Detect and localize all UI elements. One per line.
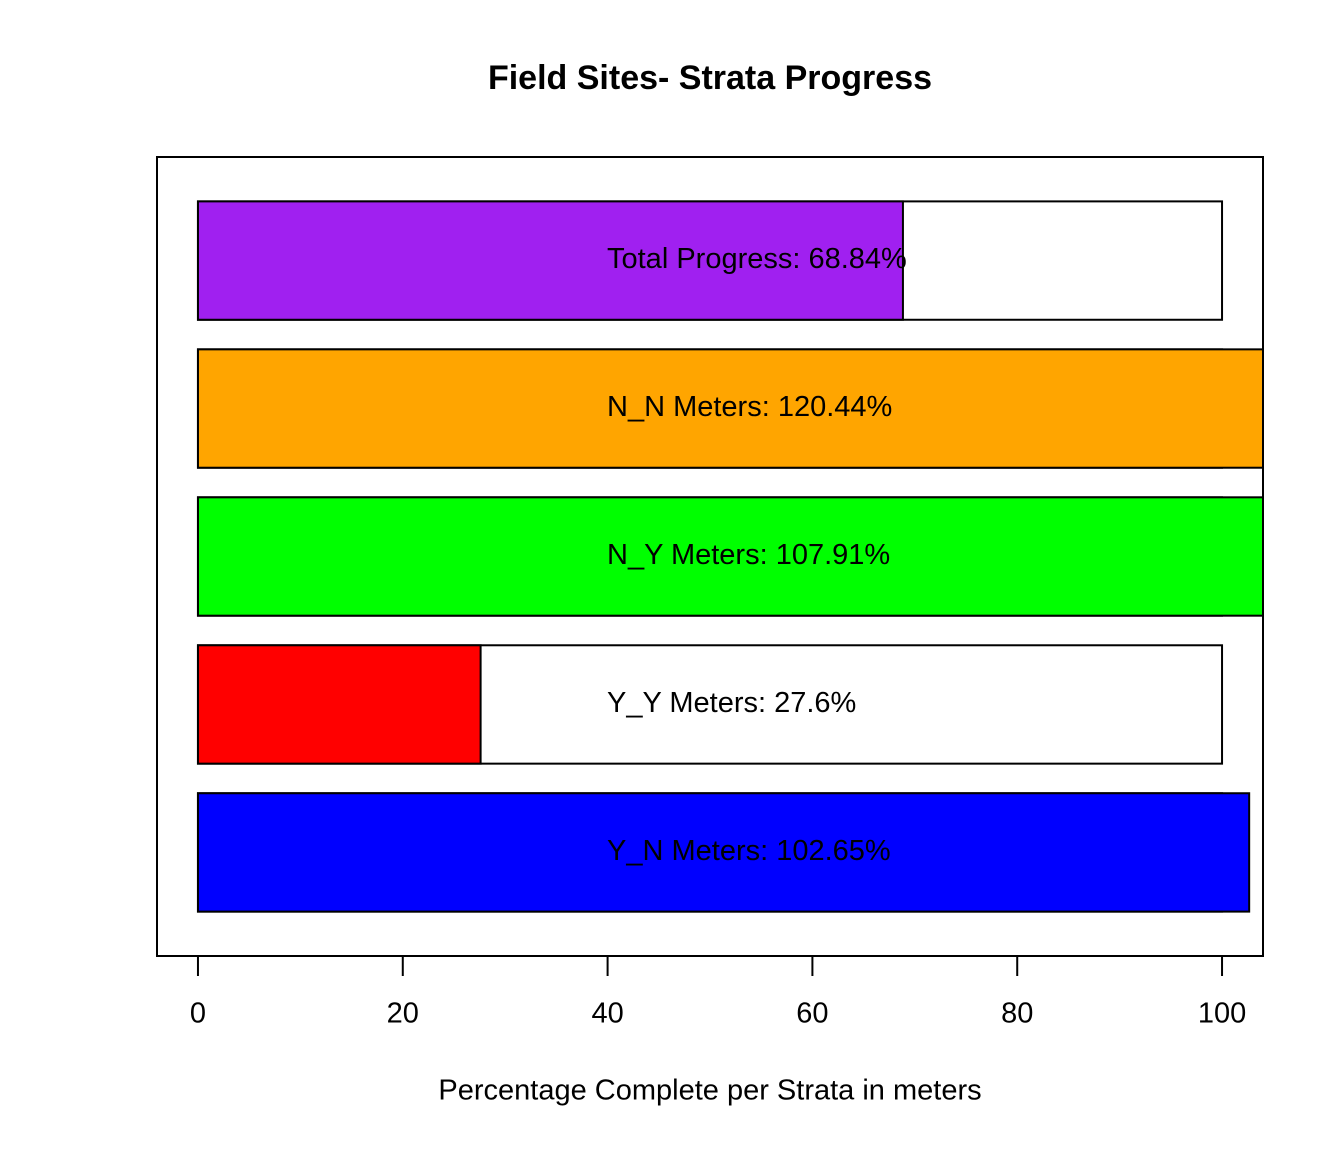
x-axis-label: Percentage Complete per Strata in meters [438,1075,981,1107]
chart-title: Field Sites- Strata Progress [488,59,932,97]
bar-label: Total Progress: 68.84% [607,243,907,275]
x-tick-label: 60 [796,998,828,1030]
x-tick-label: 100 [1198,998,1246,1030]
x-tick-label: 0 [190,998,206,1030]
bar [196,644,482,765]
bar-label: N_N Meters: 120.44% [607,391,892,423]
bar-label: Y_N Meters: 102.65% [607,835,891,867]
bar-label: N_Y Meters: 107.91% [607,539,890,571]
bar-label: Y_Y Meters: 27.6% [607,687,856,719]
x-tick-label: 40 [591,998,623,1030]
x-tick-label: 20 [387,998,419,1030]
plot-area [196,200,1263,913]
bar [196,348,1263,469]
bar [196,792,1251,913]
bar [196,496,1263,617]
x-tick-label: 80 [1001,998,1033,1030]
bar [196,200,904,321]
